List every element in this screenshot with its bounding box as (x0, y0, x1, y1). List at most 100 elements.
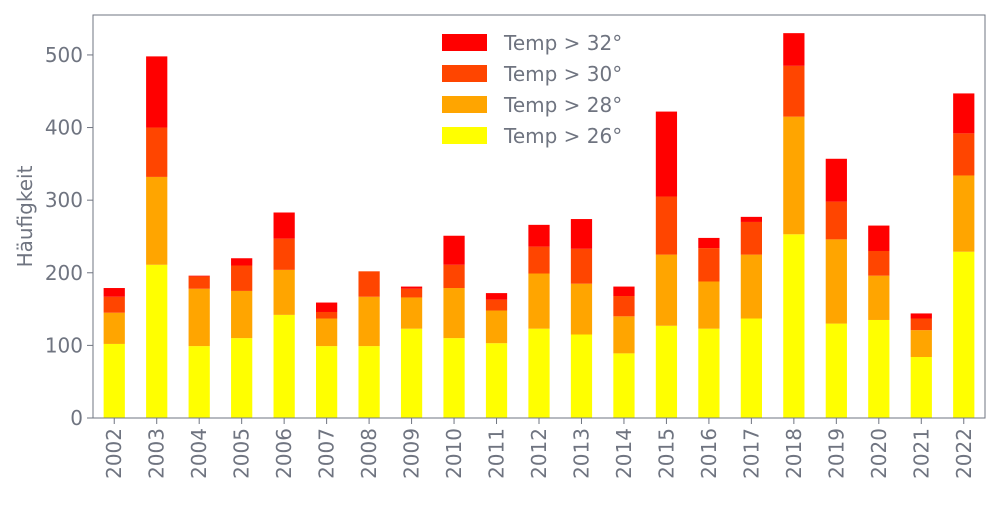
bar-2019-series-2 (825, 201, 847, 240)
bar-2006-series-3 (273, 212, 295, 239)
y-tick-label: 100 (45, 333, 83, 357)
bars (103, 33, 975, 418)
bar-2014-series-0 (613, 353, 635, 418)
x-tick-label-2011: 2011 (485, 428, 509, 479)
bar-2021-series-3 (910, 313, 932, 319)
x-tick-label-2012: 2012 (527, 428, 551, 479)
x-tick-label-2003: 2003 (145, 428, 169, 479)
legend: Temp > 32° Temp > 30° Temp > 28° Temp > 26° (442, 31, 622, 148)
bar-2021-series-0 (910, 357, 932, 418)
y-tick-label: 500 (45, 43, 83, 67)
bar-2017-series-2 (740, 221, 762, 255)
x-tick-label-2004: 2004 (187, 428, 211, 479)
bar-2009-series-3 (400, 286, 423, 289)
bar-2015-series-2 (655, 196, 678, 255)
legend-swatch (442, 34, 487, 51)
bar-2017-series-0 (740, 318, 762, 418)
legend-label: Temp > 30° (503, 62, 622, 86)
legend-swatch (442, 65, 487, 82)
x-tick-label-2018: 2018 (782, 428, 806, 479)
bar-2015-series-3 (655, 111, 678, 197)
bar-2015-series-1 (655, 254, 678, 326)
bar-2002-series-1 (103, 312, 125, 344)
bar-2012-series-2 (528, 246, 550, 274)
bar-2014-series-3 (613, 286, 635, 297)
x-tick-label-2017: 2017 (739, 428, 763, 479)
bar-2022-series-3 (953, 93, 975, 134)
x-tick-label-2016: 2016 (697, 428, 721, 479)
bar-2018-series-2 (783, 65, 805, 117)
x-tick-label-2015: 2015 (654, 428, 678, 479)
bar-2003-series-0 (146, 264, 168, 418)
bar-2016-series-3 (698, 237, 720, 249)
bar-2016-series-1 (698, 281, 720, 329)
bar-2014-series-2 (613, 296, 635, 317)
bar-2002-series-2 (103, 296, 125, 313)
y-tick-label: 300 (45, 188, 83, 212)
bar-2005-series-3 (231, 258, 253, 266)
y-tick-label: 400 (45, 116, 83, 140)
y-tick-label: 200 (45, 261, 83, 285)
bar-2002-series-0 (103, 343, 125, 418)
bar-2022-series-0 (953, 251, 975, 418)
bar-2011-series-1 (485, 310, 508, 344)
bar-2019-series-0 (825, 323, 847, 418)
bar-2006-series-1 (273, 269, 295, 315)
bar-2007-series-1 (316, 318, 338, 347)
bar-2013-series-1 (570, 283, 593, 335)
bar-2012-series-0 (528, 328, 550, 418)
x-tick-label-2010: 2010 (442, 428, 466, 479)
bar-2013-series-3 (570, 219, 593, 249)
bar-2013-series-2 (570, 248, 593, 284)
bar-2022-series-2 (953, 133, 975, 176)
bar-2003-series-3 (146, 56, 168, 128)
bar-2004-series-1 (188, 288, 210, 347)
bar-2009-series-0 (400, 328, 423, 418)
axes: 0 100 200 300 400 500 2002 2003 2004 2005 2006 2007… (45, 43, 976, 479)
bar-2002-series-3 (103, 288, 125, 297)
bar-2004-series-2 (188, 276, 210, 289)
bar-2006-series-2 (273, 238, 295, 270)
bar-2005-series-0 (231, 338, 253, 418)
bar-2007-series-3 (316, 302, 338, 312)
bar-2016-series-0 (698, 328, 720, 418)
x-tick-label-2008: 2008 (357, 428, 381, 479)
bar-2021-series-1 (910, 330, 932, 358)
bar-2020-series-2 (868, 250, 890, 276)
bar-2012-series-1 (528, 273, 550, 329)
bar-2012-series-3 (528, 224, 550, 247)
x-tick-label-2020: 2020 (867, 428, 891, 479)
bar-2008-series-0 (358, 346, 380, 418)
x-tick-label-2009: 2009 (400, 428, 424, 479)
bar-2003-series-1 (146, 176, 168, 265)
legend-swatch (442, 96, 487, 113)
legend-swatch (442, 127, 487, 144)
bar-2007-series-0 (316, 346, 338, 418)
y-axis-label: Häufigkeit (13, 165, 37, 267)
bar-2007-series-2 (316, 311, 338, 319)
bar-2003-series-2 (146, 127, 168, 177)
bar-2021-series-2 (910, 318, 932, 331)
bar-2018-series-0 (783, 234, 805, 418)
bar-2014-series-1 (613, 316, 635, 354)
x-tick-label-2021: 2021 (909, 428, 933, 479)
bar-2022-series-1 (953, 175, 975, 252)
x-tick-label-2007: 2007 (315, 428, 339, 479)
x-tick-label-2013: 2013 (569, 428, 593, 479)
bar-2017-series-3 (740, 216, 762, 222)
bar-2011-series-0 (485, 343, 508, 418)
x-tick-label-2022: 2022 (952, 428, 976, 479)
bar-2010-series-3 (443, 235, 465, 265)
bar-2011-series-2 (485, 299, 508, 311)
bar-2010-series-1 (443, 288, 465, 339)
bar-2018-series-3 (783, 33, 805, 66)
legend-label: Temp > 28° (503, 93, 622, 117)
x-tick-label-2019: 2019 (824, 428, 848, 479)
bar-2017-series-1 (740, 254, 762, 319)
x-tick-label-2006: 2006 (272, 428, 296, 479)
bar-2020-series-0 (868, 319, 890, 418)
bar-2008-series-1 (358, 296, 380, 347)
bar-2006-series-0 (273, 314, 295, 418)
